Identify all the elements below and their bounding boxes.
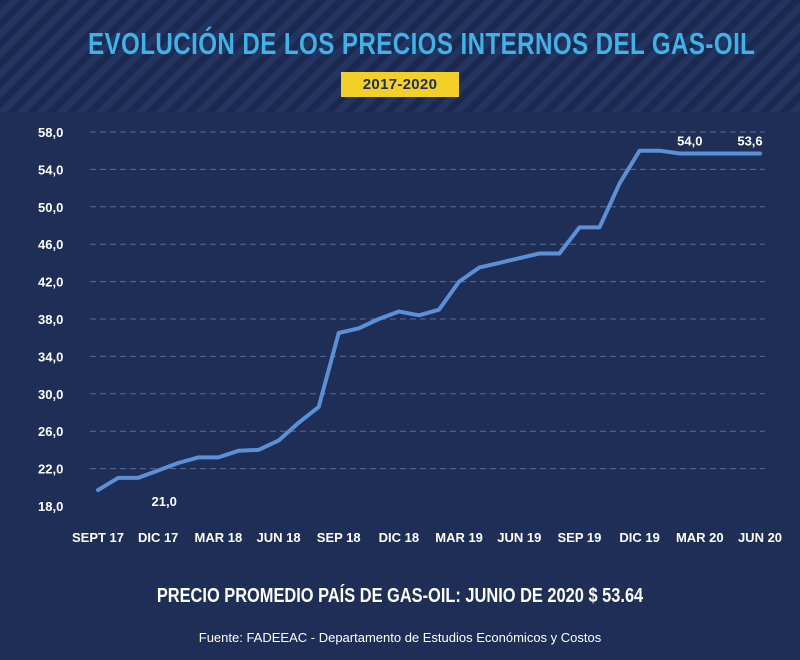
y-tick-label: 54,0: [38, 162, 63, 177]
x-tick-label: DIC 19: [619, 530, 659, 545]
average-price-headline: PRECIO PROMEDIO PAÍS DE GAS-OIL: JUNIO D…: [156, 585, 644, 607]
y-tick-label: 38,0: [38, 312, 63, 327]
chart-title: EVOLUCIÓN DE LOS PRECIOS INTERNOS DEL GA…: [88, 26, 756, 61]
x-tick-label: JUN 18: [257, 530, 301, 545]
x-tick-label: JUN 20: [738, 530, 782, 545]
x-tick-label: SEPT 17: [72, 530, 124, 545]
period-badge-wrapper: 2017-2020: [0, 72, 800, 97]
y-tick-label: 34,0: [38, 349, 63, 364]
y-tick-label: 58,0: [38, 125, 63, 140]
x-tick-label: MAR 19: [435, 530, 483, 545]
x-tick-label: MAR 20: [676, 530, 724, 545]
data-labels: 21,0 54,0 53,6: [152, 134, 763, 509]
x-axis-ticks: SEPT 17 DIC 17 MAR 18 JUN 18 SEP 18 DIC 18 MAR…: [72, 530, 782, 545]
y-tick-label: 30,0: [38, 387, 63, 402]
series-line: [96, 148, 762, 493]
price-line-chart: 58,0 54,0 50,0 46,0 42,0 38,0 34,0 30,0 26,0 22,0…: [38, 125, 782, 545]
x-tick-label: DIC 17: [138, 530, 178, 545]
y-tick-label: 46,0: [38, 237, 63, 252]
data-label: 53,6: [737, 134, 762, 149]
y-tick-label: 26,0: [38, 424, 63, 439]
y-tick-label: 42,0: [38, 275, 63, 290]
y-tick-label: 50,0: [38, 200, 63, 215]
x-tick-label: SEP 18: [317, 530, 361, 545]
period-badge: 2017-2020: [340, 72, 460, 97]
y-tick-label: 22,0: [38, 462, 63, 477]
data-label: 21,0: [152, 494, 177, 509]
data-label: 54,0: [677, 134, 702, 149]
x-tick-label: JUN 19: [497, 530, 541, 545]
x-tick-label: DIC 18: [379, 530, 419, 545]
x-tick-label: SEP 19: [558, 530, 602, 545]
gridlines: [90, 131, 765, 470]
series-group: [96, 148, 762, 493]
source-note: Fuente: FADEEAC - Departamento de Estudi…: [198, 630, 602, 645]
y-axis-ticks: 58,0 54,0 50,0 46,0 42,0 38,0 34,0 30,0 26,0 22,0…: [38, 125, 63, 514]
x-tick-label: MAR 18: [195, 530, 243, 545]
y-tick-label: 18,0: [38, 499, 63, 514]
